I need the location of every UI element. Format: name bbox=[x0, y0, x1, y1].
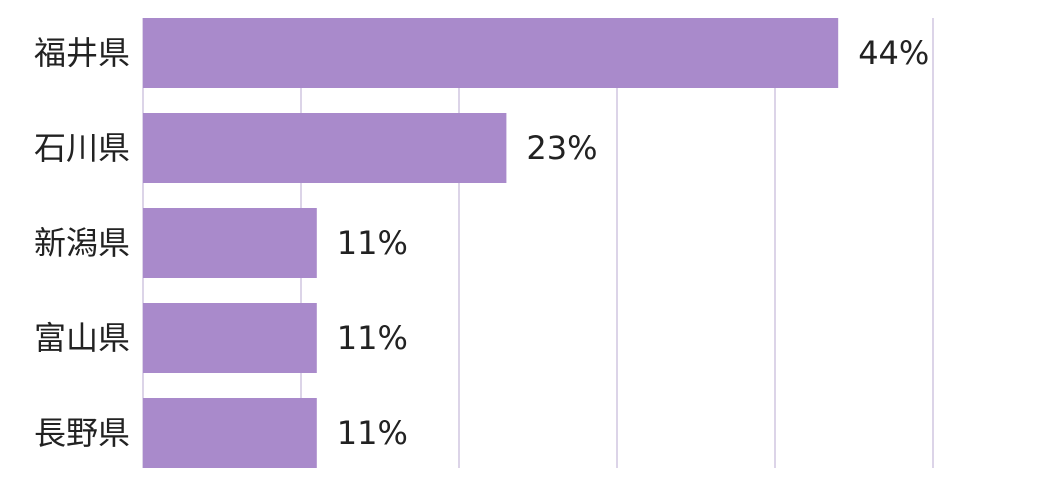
category-label: 福井県 bbox=[34, 34, 130, 72]
category-label: 富山県 bbox=[34, 319, 130, 357]
value-label: 11% bbox=[337, 224, 408, 262]
category-label: 石川県 bbox=[34, 129, 130, 167]
value-label: 44% bbox=[858, 34, 929, 72]
bar bbox=[143, 398, 317, 468]
value-label: 23% bbox=[526, 129, 597, 167]
value-label: 11% bbox=[337, 414, 408, 452]
bar bbox=[143, 208, 317, 278]
category-label: 長野県 bbox=[34, 414, 130, 452]
bar bbox=[143, 18, 839, 88]
bar bbox=[143, 303, 317, 373]
bar bbox=[143, 113, 507, 183]
category-label: 新潟県 bbox=[34, 224, 130, 262]
value-label: 11% bbox=[337, 319, 408, 357]
